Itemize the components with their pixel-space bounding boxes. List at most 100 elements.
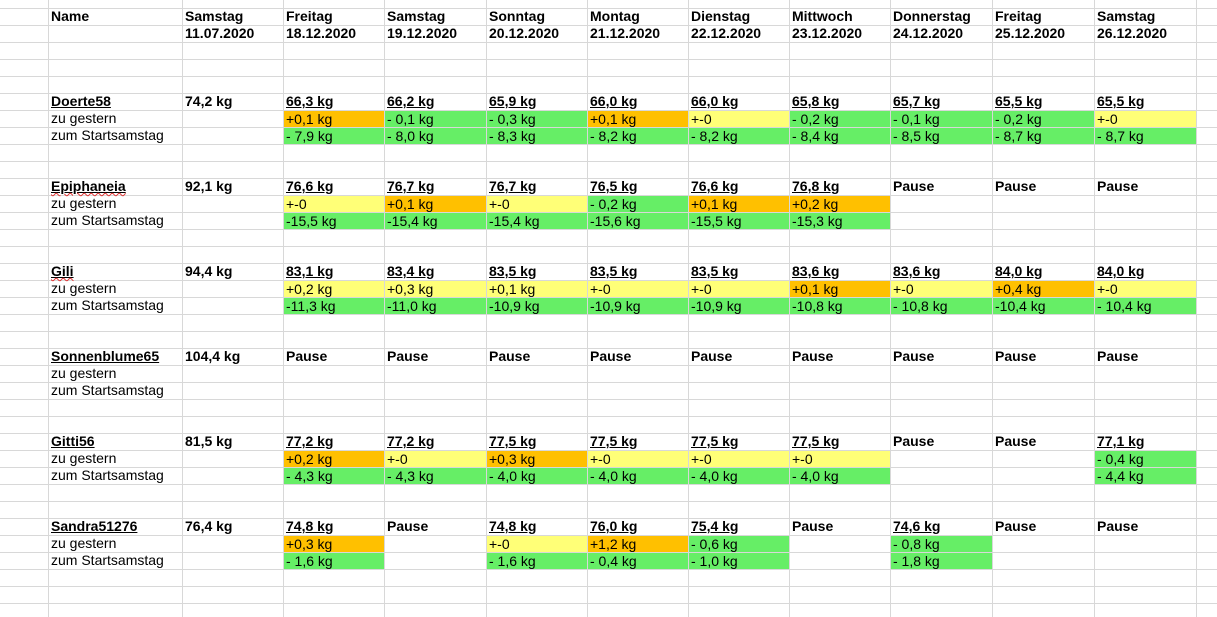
diff-yesterday-cell[interactable]: +-0 [487,196,587,212]
person-name-doerte58[interactable]: Doerte58 [48,93,182,110]
weight-cell[interactable]: 76,6 kg [283,178,384,195]
diff-start-cell[interactable]: -10,9 kg [588,298,688,314]
header-day-2[interactable]: Samstag 19.12.2020 [384,8,486,42]
start-weight[interactable]: 76,4 kg [182,518,283,535]
diff-start-cell[interactable]: - 4,3 kg [385,468,486,484]
diff-start-cell[interactable] [384,382,486,399]
weight-cell[interactable]: Pause [789,348,890,365]
weight-cell[interactable]: Pause [992,178,1094,195]
header-day-9[interactable]: Samstag 26.12.2020 [1094,8,1196,42]
diff-yesterday-cell[interactable] [789,365,890,382]
weight-cell[interactable]: 83,5 kg [486,263,587,280]
diff-start-cell[interactable]: - 8,7 kg [993,128,1094,144]
diff-start-cell[interactable] [890,382,992,399]
diff-yesterday-cell[interactable] [1094,365,1196,382]
diff-yesterday-cell[interactable] [890,195,992,212]
weight-cell[interactable]: 75,4 kg [688,518,789,535]
diff-start-cell[interactable] [1094,212,1196,229]
diff-start-cell[interactable]: - 1,6 kg [487,553,587,569]
header-day-3[interactable]: Sonntag 20.12.2020 [486,8,587,42]
diff-yesterday-cell[interactable] [283,365,384,382]
diff-start-cell[interactable]: - 10,4 kg [1095,298,1196,314]
row-label-diff-start[interactable]: zum Startsamstag [48,467,182,484]
diff-yesterday-cell[interactable]: +0,2 kg [790,196,890,212]
weight-cell[interactable]: 74,6 kg [890,518,992,535]
diff-start-cell[interactable]: - 1,0 kg [689,553,789,569]
diff-yesterday-cell[interactable]: +0,1 kg [284,111,384,127]
weight-cell[interactable]: 66,2 kg [384,93,486,110]
diff-yesterday-cell[interactable]: +-0 [689,281,789,297]
diff-yesterday-cell[interactable]: +-0 [588,451,688,467]
diff-start-cell[interactable]: - 8,7 kg [1095,128,1196,144]
diff-yesterday-cell[interactable]: - 0,6 kg [689,536,789,552]
weight-cell[interactable]: 76,0 kg [587,518,688,535]
diff-start-cell[interactable] [789,382,890,399]
weight-cell[interactable]: 76,7 kg [486,178,587,195]
person-name-sandra51276[interactable]: Sandra51276 [48,518,182,535]
row-label-diff-yesterday[interactable]: zu gestern [48,195,182,212]
row-label-diff-start[interactable]: zum Startsamstag [48,382,182,399]
header-day-1[interactable]: Freitag 18.12.2020 [283,8,384,42]
weight-cell[interactable]: 77,5 kg [688,433,789,450]
diff-start-cell[interactable] [992,552,1094,569]
weight-cell[interactable]: 84,0 kg [1094,263,1196,280]
diff-start-cell[interactable] [688,382,789,399]
weight-cell[interactable]: 84,0 kg [992,263,1094,280]
row-label-diff-start[interactable]: zum Startsamstag [48,297,182,314]
diff-start-cell[interactable]: - 0,4 kg [588,553,688,569]
diff-start-cell[interactable] [1094,552,1196,569]
weight-cell[interactable]: Pause [283,348,384,365]
diff-yesterday-cell[interactable]: - 0,4 kg [1095,451,1196,467]
weight-cell[interactable]: 65,5 kg [1094,93,1196,110]
diff-start-cell[interactable] [992,382,1094,399]
diff-yesterday-cell[interactable] [384,365,486,382]
diff-start-cell[interactable]: -10,9 kg [689,298,789,314]
diff-yesterday-cell[interactable]: - 0,3 kg [487,111,587,127]
weight-cell[interactable]: Pause [1094,348,1196,365]
weight-cell[interactable]: Pause [688,348,789,365]
row-label-diff-yesterday[interactable]: zu gestern [48,280,182,297]
person-name-gili[interactable]: Gili [48,263,182,280]
weight-cell[interactable]: 66,0 kg [587,93,688,110]
diff-start-cell[interactable] [789,552,890,569]
weight-cell[interactable]: 76,5 kg [587,178,688,195]
diff-start-cell[interactable] [587,382,688,399]
diff-start-cell[interactable]: -15,4 kg [487,213,587,229]
diff-yesterday-cell[interactable] [992,365,1094,382]
diff-yesterday-cell[interactable]: +0,1 kg [487,281,587,297]
diff-start-cell[interactable]: - 8,5 kg [891,128,992,144]
diff-yesterday-cell[interactable]: - 0,1 kg [385,111,486,127]
row-label-diff-start[interactable]: zum Startsamstag [48,552,182,569]
person-name-sonnenblume65[interactable]: Sonnenblume65 [48,348,182,365]
diff-yesterday-cell[interactable]: +0,1 kg [588,111,688,127]
diff-yesterday-cell[interactable] [587,365,688,382]
weight-cell[interactable]: 77,5 kg [587,433,688,450]
header-day-5[interactable]: Dienstag 22.12.2020 [688,8,789,42]
diff-start-cell[interactable]: -15,4 kg [385,213,486,229]
diff-start-cell[interactable]: -15,5 kg [689,213,789,229]
diff-yesterday-cell[interactable] [890,450,992,467]
diff-start-cell[interactable] [890,467,992,484]
diff-yesterday-cell[interactable]: +0,3 kg [284,536,384,552]
weight-cell[interactable]: Pause [890,433,992,450]
weight-cell[interactable]: 83,5 kg [688,263,789,280]
weight-cell[interactable]: Pause [992,348,1094,365]
diff-start-cell[interactable]: - 1,8 kg [891,553,992,569]
person-name-gitti56[interactable]: Gitti56 [48,433,182,450]
header-day-0[interactable]: Samstag 11.07.2020 [182,8,283,42]
weight-cell[interactable]: 65,9 kg [486,93,587,110]
weight-cell[interactable]: 76,6 kg [688,178,789,195]
diff-yesterday-cell[interactable]: +-0 [284,196,384,212]
diff-start-cell[interactable]: -11,3 kg [284,298,384,314]
diff-yesterday-cell[interactable]: +0,4 kg [993,281,1094,297]
diff-start-cell[interactable]: - 1,6 kg [284,553,384,569]
diff-yesterday-cell[interactable]: +-0 [487,536,587,552]
weight-cell[interactable]: 74,8 kg [486,518,587,535]
weight-cell[interactable]: 76,7 kg [384,178,486,195]
diff-yesterday-cell[interactable]: +-0 [385,451,486,467]
diff-yesterday-cell[interactable]: - 0,2 kg [588,196,688,212]
weight-cell[interactable]: Pause [384,348,486,365]
start-weight[interactable]: 74,2 kg [182,93,283,110]
weight-cell[interactable]: 76,8 kg [789,178,890,195]
diff-yesterday-cell[interactable]: +1,2 kg [588,536,688,552]
